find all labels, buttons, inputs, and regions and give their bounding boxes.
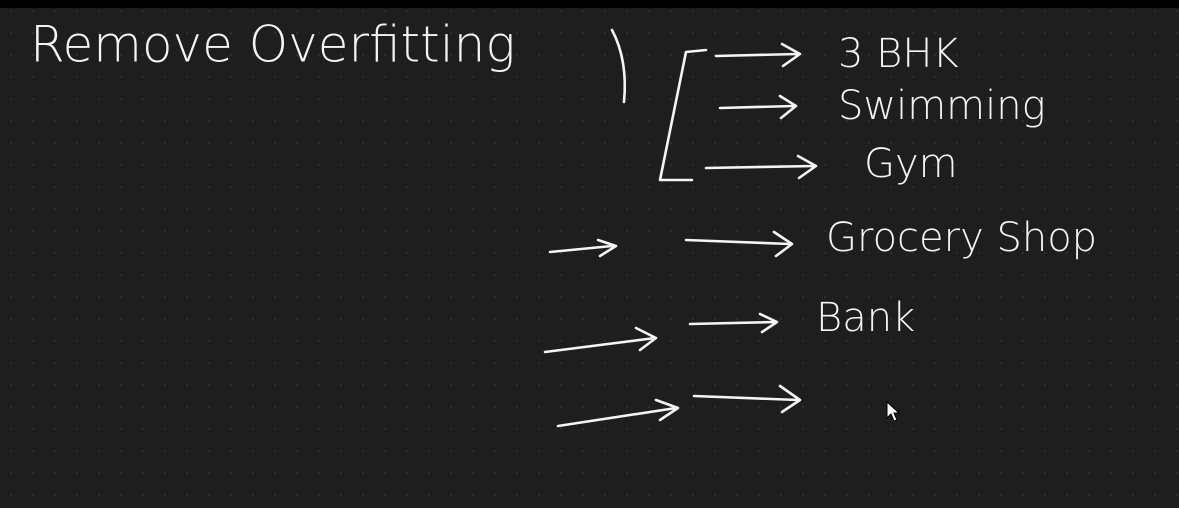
arrow	[548, 238, 618, 258]
arrows	[543, 28, 818, 428]
arrow	[688, 312, 779, 334]
item-label: 3 BHK	[838, 31, 959, 77]
item-label: Grocery Shop	[826, 215, 1097, 261]
arrow	[692, 384, 802, 414]
arrow	[704, 154, 818, 180]
title: Remove Overfitting	[30, 16, 515, 74]
item-label: Gym	[864, 141, 958, 187]
cursor	[886, 400, 901, 422]
arrow	[556, 398, 680, 428]
scribble	[610, 28, 627, 104]
item-label: Swimming	[838, 83, 1046, 129]
bracket	[658, 48, 708, 182]
item-label: Bank	[816, 295, 915, 341]
arrow	[543, 326, 658, 354]
arrow	[714, 42, 802, 68]
arrow	[684, 230, 794, 258]
arrow	[718, 94, 798, 120]
top-bar	[0, 0, 1179, 8]
